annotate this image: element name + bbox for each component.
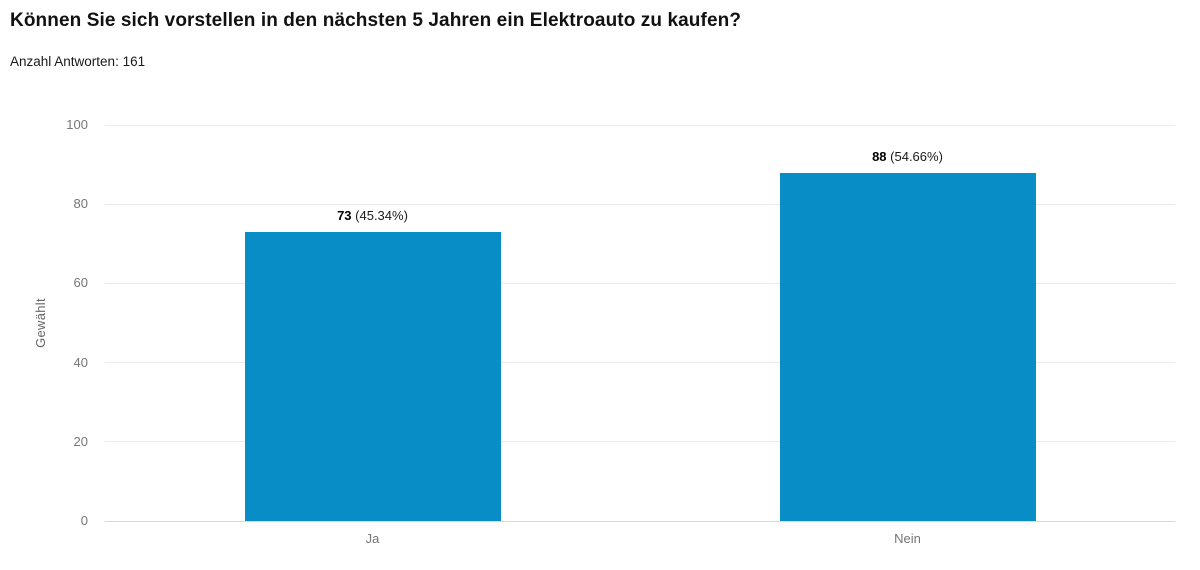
bar-percentage: (45.34%): [351, 207, 408, 223]
y-tick-label: 100: [66, 117, 88, 132]
bar-count: 88: [872, 148, 887, 164]
gridline: [105, 362, 1175, 364]
bar-nein[interactable]: [779, 172, 1036, 521]
y-tick-label: 60: [73, 275, 88, 291]
x-axis-label-nein: Nein: [894, 531, 921, 546]
x-axis-zero-line: [105, 520, 1175, 522]
bar-count: 73: [337, 207, 352, 223]
gridline: [105, 441, 1175, 443]
y-tick-label: 0: [80, 513, 88, 528]
bar-value-label-ja: 73 (45.34%): [337, 208, 408, 223]
y-tick-label: 20: [73, 433, 88, 449]
chart-title: Können Sie sich vorstellen in den nächst…: [10, 10, 742, 31]
gridline: [105, 282, 1175, 284]
bar-value-label-nein: 88 (54.66%): [872, 149, 943, 164]
gridline: [105, 203, 1175, 205]
y-tick-label: 80: [73, 196, 88, 212]
y-tick-label: 40: [73, 354, 88, 370]
y-axis-title: Gewählt: [33, 298, 48, 348]
bar-ja[interactable]: [244, 231, 501, 521]
bar-percentage: (54.66%): [886, 148, 943, 164]
gridline: [105, 124, 1175, 126]
plot-area: Gewählt 0 20 40 60 80 100 73 (45.34%) Ja 88 (54.…: [33, 117, 1175, 546]
response-count: Anzahl Antworten: 161: [10, 54, 146, 69]
x-axis-label-ja: Ja: [365, 531, 380, 546]
